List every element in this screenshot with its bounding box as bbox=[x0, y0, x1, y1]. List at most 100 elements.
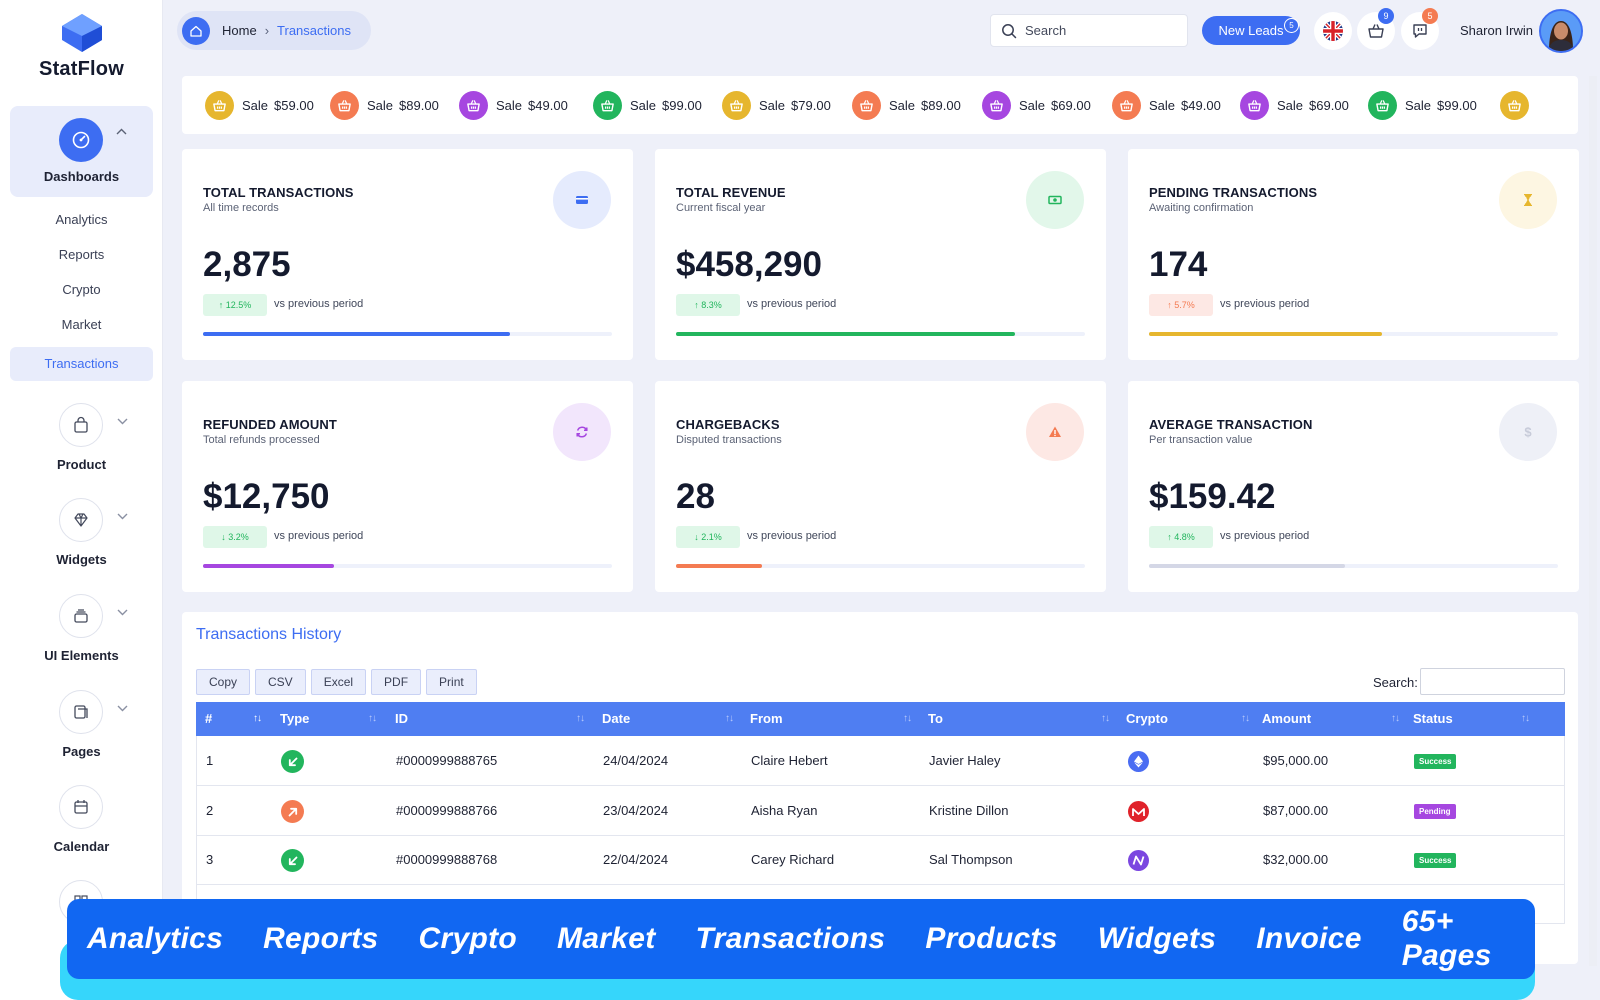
sidebar-product-label: Product bbox=[56, 457, 107, 472]
column-header[interactable]: Date bbox=[602, 711, 631, 726]
sidebar-group-widgets[interactable]: Widgets bbox=[0, 498, 163, 578]
breadcrumb-current: Transactions bbox=[277, 23, 351, 38]
ticker-item[interactable]: Sale $89.00 bbox=[330, 90, 439, 120]
new-leads-button[interactable]: New Leads bbox=[1202, 16, 1300, 45]
basket-icon bbox=[330, 90, 359, 120]
column-header[interactable]: Crypto bbox=[1126, 711, 1168, 726]
home-icon[interactable] bbox=[182, 16, 210, 45]
user-avatar[interactable] bbox=[1539, 9, 1583, 53]
print-button[interactable]: Print bbox=[426, 669, 477, 695]
user-name[interactable]: Sharon Irwin bbox=[1460, 23, 1533, 38]
language-flag-icon[interactable] bbox=[1314, 12, 1352, 50]
sidebar-group-ui-elements[interactable]: UI Elements bbox=[0, 594, 163, 674]
ticker-item[interactable]: Sale $69.00 bbox=[982, 90, 1091, 120]
excel-button[interactable]: Excel bbox=[310, 669, 367, 695]
column-header[interactable]: Status bbox=[1413, 711, 1453, 726]
sort-arrows-icon[interactable]: ↑↓ bbox=[368, 713, 377, 724]
column-header[interactable]: From bbox=[750, 711, 783, 726]
ticker-item[interactable]: Sale $89.00 bbox=[852, 90, 961, 120]
gauge-icon bbox=[59, 118, 103, 162]
search-input[interactable]: Search bbox=[990, 14, 1188, 47]
banner-item: Crypto bbox=[418, 922, 518, 955]
comparison-text: vs previous period bbox=[747, 530, 837, 542]
progress-bar-fill bbox=[676, 564, 762, 568]
pdf-button[interactable]: PDF bbox=[371, 669, 422, 695]
diamond-icon bbox=[59, 498, 103, 542]
ticker-item[interactable]: Sale $59.00 bbox=[205, 90, 314, 120]
ticker-label: Sale bbox=[630, 97, 657, 113]
ticker-item[interactable]: Sale $79.00 bbox=[722, 90, 831, 120]
page-scrollbar[interactable] bbox=[1589, 76, 1597, 966]
ticker-item[interactable]: Sale $49.00 bbox=[1112, 90, 1221, 120]
stat-card-title: TOTAL TRANSACTIONS bbox=[203, 185, 354, 200]
sort-arrows-icon[interactable]: ↑↓ bbox=[253, 713, 262, 724]
sidebar-item-transactions[interactable]: Transactions bbox=[10, 347, 153, 381]
csv-button[interactable]: CSV bbox=[255, 669, 306, 695]
sort-arrows-icon[interactable]: ↑↓ bbox=[576, 713, 585, 724]
breadcrumb-home[interactable]: Home bbox=[222, 23, 257, 38]
sales-ticker: Sale $59.00 Sale $89.00 Sale $49.00 Sale $99.00… bbox=[182, 76, 1578, 134]
stat-card-title: AVERAGE TRANSACTION bbox=[1149, 417, 1313, 432]
basket-icon bbox=[1240, 90, 1269, 120]
ticker-item[interactable] bbox=[1500, 90, 1529, 120]
sidebar-group-product[interactable]: Product bbox=[0, 403, 163, 483]
chat-icon[interactable] bbox=[1401, 12, 1439, 50]
cell-amount: $95,000.00 bbox=[1263, 753, 1329, 768]
banner-item: Analytics bbox=[87, 922, 224, 955]
nano-icon bbox=[1128, 850, 1149, 871]
progress-bar bbox=[203, 332, 612, 336]
change-badge: ↓ 2.1% bbox=[676, 526, 740, 548]
table-row[interactable]: 3 #0000999888768 22/04/2024 Carey Richard Sa… bbox=[196, 835, 1565, 885]
column-header[interactable]: ID bbox=[395, 711, 408, 726]
column-header[interactable]: # bbox=[205, 711, 213, 726]
ticker-item[interactable]: Sale $69.00 bbox=[1240, 90, 1349, 120]
cell-from: Carey Richard bbox=[751, 852, 835, 867]
change-badge: ↓ 3.2% bbox=[203, 526, 267, 548]
chevron-down-icon bbox=[117, 705, 128, 712]
copy-button[interactable]: Copy bbox=[196, 669, 251, 695]
basket-icon bbox=[1500, 90, 1529, 120]
sidebar-group-pages[interactable]: Pages bbox=[0, 690, 163, 770]
sidebar-item-analytics[interactable]: Analytics bbox=[55, 212, 108, 227]
table-row[interactable]: 1 #0000999888765 24/04/2024 Claire Hebert Ja… bbox=[196, 736, 1565, 786]
sidebar-item-market[interactable]: Market bbox=[61, 317, 102, 332]
brand-logo[interactable]: StatFlow bbox=[0, 12, 163, 81]
sort-arrows-icon[interactable]: ↑↓ bbox=[1521, 713, 1530, 724]
stat-card-subtitle: Total refunds processed bbox=[203, 434, 320, 446]
ticker-label: Sale bbox=[1019, 97, 1046, 113]
sort-arrows-icon[interactable]: ↑↓ bbox=[903, 713, 912, 724]
sidebar-group-dashboards[interactable]: Dashboards bbox=[10, 106, 153, 197]
ticker-item[interactable]: Sale $99.00 bbox=[1368, 90, 1477, 120]
sort-arrows-icon[interactable]: ↑↓ bbox=[1241, 713, 1250, 724]
column-header[interactable]: Type bbox=[280, 711, 310, 726]
statflow-logo-icon bbox=[59, 12, 105, 54]
ticker-item[interactable]: Sale $99.00 bbox=[593, 90, 702, 120]
sidebar-group-calendar[interactable]: Calendar bbox=[0, 785, 163, 865]
sidebar-ui-elements-label: UI Elements bbox=[44, 648, 119, 663]
table-row[interactable]: 2 #0000999888766 23/04/2024 Aisha Ryan Krist… bbox=[196, 786, 1565, 836]
chevron-down-icon bbox=[117, 418, 128, 425]
sort-arrows-icon[interactable]: ↑↓ bbox=[1101, 713, 1110, 724]
table-header: # ↑↓ Type ↑↓ ID ↑↓ Date ↑↓ From ↑↓ To ↑↓ Crypto ↑↓ Amo… bbox=[196, 702, 1565, 736]
column-header[interactable]: Amount bbox=[1262, 711, 1312, 726]
sidebar: StatFlow Dashboards Analytics Reports Cr… bbox=[0, 0, 163, 1000]
stat-card-title: CHARGEBACKS bbox=[676, 417, 780, 432]
sidebar-item-reports[interactable]: Reports bbox=[58, 247, 105, 262]
basket-icon bbox=[722, 90, 751, 120]
warning-icon bbox=[1026, 403, 1084, 461]
sidebar-item-crypto[interactable]: Crypto bbox=[62, 282, 101, 297]
cell-from: Claire Hebert bbox=[751, 753, 828, 768]
ticker-item[interactable]: Sale $49.00 bbox=[459, 90, 568, 120]
progress-bar-fill bbox=[203, 564, 334, 568]
ticker-label: Sale bbox=[889, 97, 916, 113]
monero-icon bbox=[1128, 801, 1149, 822]
table-search-input[interactable] bbox=[1420, 668, 1565, 695]
hourglass-icon bbox=[1499, 171, 1557, 229]
column-header[interactable]: To bbox=[928, 711, 943, 726]
ticker-amount: $69.00 bbox=[1051, 97, 1091, 113]
change-badge: ↑ 5.7% bbox=[1149, 294, 1213, 316]
sort-arrows-icon[interactable]: ↑↓ bbox=[1391, 713, 1400, 724]
sort-arrows-icon[interactable]: ↑↓ bbox=[725, 713, 734, 724]
stat-card-title: REFUNDED AMOUNT bbox=[203, 417, 337, 432]
calendar-icon bbox=[59, 785, 103, 829]
